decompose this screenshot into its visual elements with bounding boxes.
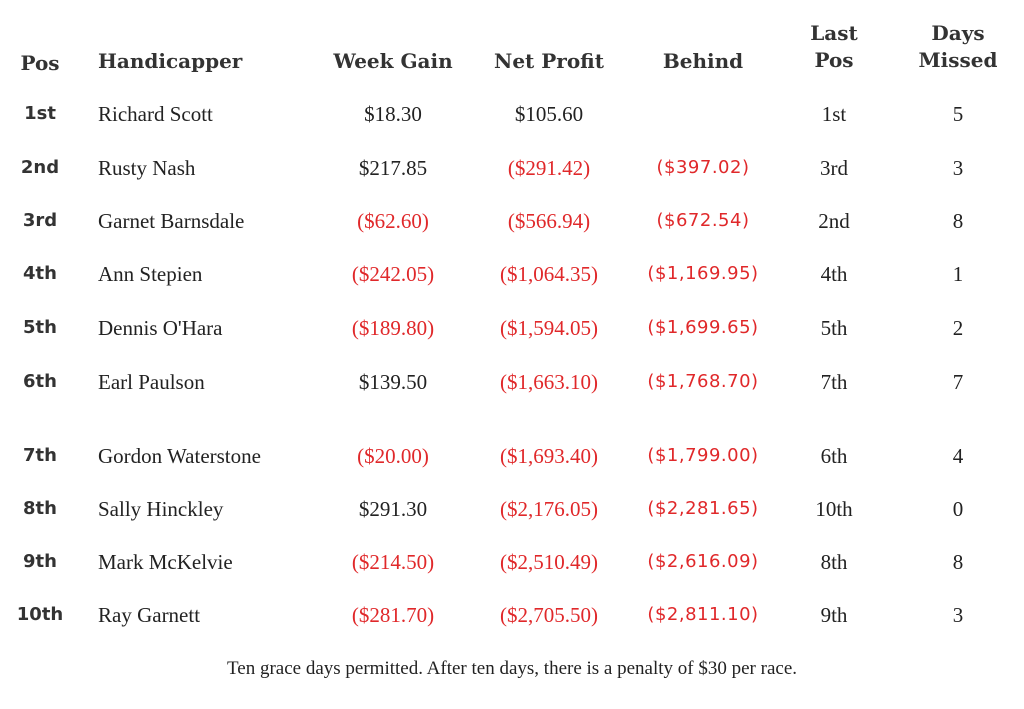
last-pos-cell: 8th [820, 550, 848, 574]
last-pos-cell: 3rd [820, 156, 848, 180]
header-days-missed-line1: Days [931, 21, 985, 45]
handicapper-name: Ray Garnett [98, 603, 201, 627]
position-cell: 1st [24, 103, 56, 124]
week-gain-cell: ($62.60) [357, 209, 429, 233]
week-gain-cell: $291.30 [358, 497, 428, 521]
days-missed-cell: 1 [952, 262, 964, 286]
net-profit-cell: ($1,064.35) [500, 262, 598, 286]
days-missed-cell: 2 [952, 316, 964, 340]
handicapper-name: Earl Paulson [98, 370, 205, 394]
week-gain-cell: $18.30 [364, 102, 422, 126]
handicapper-name: Gordon Waterstone [98, 444, 261, 468]
position-cell: 6th [23, 371, 57, 392]
week-gain-cell: ($242.05) [351, 262, 435, 286]
position-cell: 3rd [22, 210, 58, 231]
behind-cell: ($1,799.00) [647, 445, 759, 466]
last-pos-cell: 5th [820, 316, 848, 340]
days-missed-cell: 8 [952, 550, 964, 574]
net-profit-cell: ($1,663.10) [500, 370, 598, 394]
days-missed-cell: 4 [952, 444, 964, 468]
last-pos-cell: 1st [821, 102, 847, 126]
net-profit-cell: ($1,594.05) [500, 316, 598, 340]
header-days-missed-line2: Missed [918, 48, 998, 72]
days-missed-cell: 3 [952, 603, 964, 627]
net-profit-cell: ($566.94) [507, 209, 591, 233]
header-handicapper: Handicapper [98, 49, 243, 73]
days-missed-cell: 5 [952, 102, 964, 126]
behind-cell: ($1,169.95) [647, 263, 759, 284]
days-missed-cell: 3 [952, 156, 964, 180]
header-week-gain: Week Gain [333, 49, 453, 73]
net-profit-cell: $105.60 [514, 102, 584, 126]
behind-cell: ($672.54) [656, 210, 750, 231]
days-missed-cell: 7 [952, 370, 964, 394]
behind-cell: ($1,768.70) [647, 371, 759, 392]
week-gain-cell: ($20.00) [357, 444, 429, 468]
week-gain-cell: $139.50 [358, 370, 428, 394]
last-pos-cell: 2nd [818, 209, 850, 233]
net-profit-cell: ($2,705.50) [500, 603, 598, 627]
net-profit-cell: ($2,176.05) [500, 497, 598, 521]
position-cell: 4th [23, 263, 57, 284]
position-cell: 5th [23, 317, 57, 338]
last-pos-cell: 7th [820, 370, 848, 394]
behind-cell: ($2,281.65) [647, 498, 759, 519]
header-behind: Behind [662, 49, 744, 73]
week-gain-cell: $217.85 [358, 156, 428, 180]
handicapper-name: Dennis O'Hara [98, 316, 223, 340]
last-pos-cell: 6th [820, 444, 848, 468]
behind-cell: ($2,616.09) [647, 551, 759, 572]
handicapper-name: Ann Stepien [98, 262, 203, 286]
header-net-profit: Net Profit [494, 49, 604, 73]
position-cell: 7th [23, 445, 57, 466]
header-last-pos: Last Pos [784, 20, 884, 74]
handicapper-name: Garnet Barnsdale [98, 209, 245, 233]
header-pos: Pos [20, 51, 60, 75]
header-last-pos-line2: Pos [814, 48, 854, 72]
behind-cell: ($397.02) [656, 157, 750, 178]
handicapper-name: Rusty Nash [98, 156, 196, 180]
behind-cell: ($1,699.65) [647, 317, 759, 338]
handicapper-name: Sally Hinckley [98, 497, 224, 521]
week-gain-cell: ($281.70) [351, 603, 435, 627]
last-pos-cell: 9th [820, 603, 848, 627]
week-gain-cell: ($214.50) [351, 550, 435, 574]
position-cell: 2nd [20, 157, 60, 178]
behind-cell: ($2,811.10) [647, 604, 759, 625]
last-pos-cell: 10th [815, 497, 853, 521]
position-cell: 10th [16, 604, 64, 625]
net-profit-cell: ($1,693.40) [500, 444, 598, 468]
week-gain-cell: ($189.80) [351, 316, 435, 340]
position-cell: 8th [23, 498, 57, 519]
header-days-missed: Days Missed [903, 20, 1013, 74]
days-missed-cell: 8 [952, 209, 964, 233]
header-last-pos-line1: Last [810, 21, 858, 45]
net-profit-cell: ($291.42) [507, 156, 591, 180]
position-cell: 9th [23, 551, 57, 572]
days-missed-cell: 0 [952, 497, 964, 521]
handicapper-name: Mark McKelvie [98, 550, 233, 574]
footer-note: Ten grace days permitted. After ten days… [226, 658, 798, 679]
handicapper-name: Richard Scott [98, 102, 213, 126]
net-profit-cell: ($2,510.49) [500, 550, 598, 574]
last-pos-cell: 4th [820, 262, 848, 286]
